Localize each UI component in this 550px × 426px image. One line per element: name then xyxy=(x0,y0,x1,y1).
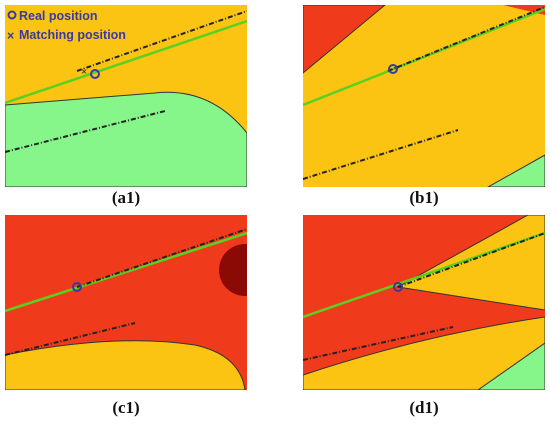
region-red xyxy=(303,5,386,74)
dashed-line xyxy=(76,10,247,72)
dashed-line xyxy=(5,110,166,153)
dashed-line xyxy=(303,326,454,361)
dashed-line xyxy=(303,129,459,180)
region-yellow xyxy=(303,215,545,390)
region-yellow xyxy=(5,340,246,390)
panel-label: (a1) xyxy=(111,188,141,207)
matching-position: × xyxy=(81,66,87,78)
real-position xyxy=(393,282,403,292)
panel-c1 xyxy=(5,215,247,390)
legend-label: Real position xyxy=(19,9,97,23)
real-position xyxy=(388,64,398,74)
real-position xyxy=(72,282,82,292)
panel-b1 xyxy=(303,5,545,187)
legend-label: Matching position xyxy=(19,28,126,42)
panel-d1 xyxy=(303,215,545,390)
panel-a1: × Real position × Matching position xyxy=(5,5,247,187)
region-green xyxy=(5,91,247,187)
dashed-line xyxy=(397,232,545,288)
green-line xyxy=(5,19,247,105)
legend-icon: × xyxy=(7,29,14,43)
region-green xyxy=(486,154,545,187)
panel-label: (b1) xyxy=(409,188,439,207)
real-position xyxy=(90,69,100,79)
panel-label: (d1) xyxy=(409,398,439,417)
legend-icon xyxy=(7,10,17,20)
green-line xyxy=(303,7,545,107)
region-green xyxy=(477,342,545,390)
panel-label: (c1) xyxy=(112,398,140,417)
region-dark-red xyxy=(219,244,247,296)
dashed-line xyxy=(387,6,545,72)
green-line xyxy=(5,231,247,313)
dashed-line xyxy=(5,322,136,356)
